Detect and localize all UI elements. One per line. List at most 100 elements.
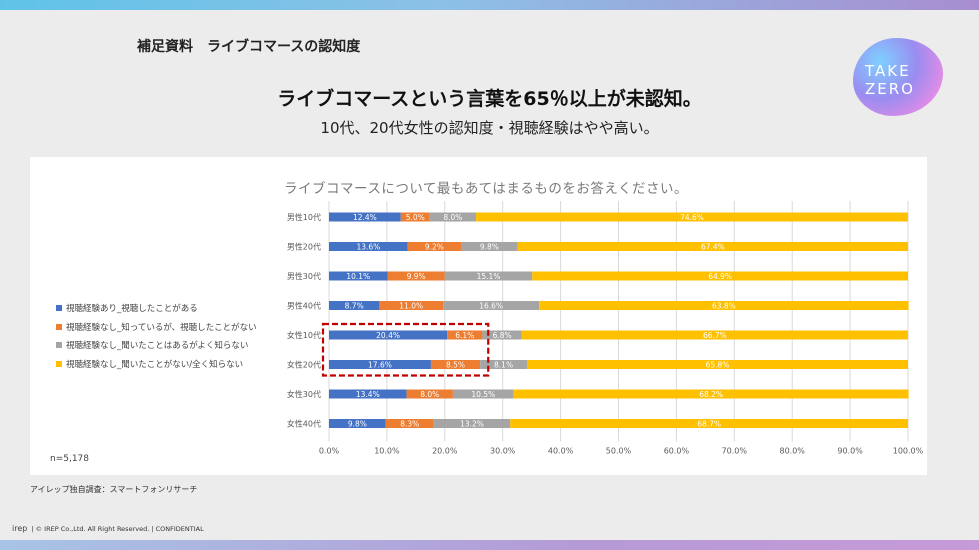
bar-segment (379, 301, 444, 310)
data-label: 12.4% (353, 213, 377, 222)
bar-segment (539, 301, 909, 310)
source-note: アイレップ独自調査：スマートフォンリサーチ (30, 485, 198, 494)
bar-segment (480, 360, 528, 369)
legend-item: 視聴経験あり_視聴したことがある (56, 299, 257, 318)
data-label: 9.8% (348, 420, 367, 429)
bar-segment (329, 242, 408, 251)
data-label: 67.4% (701, 243, 725, 252)
legend-label: 視聴経験なし_聞いたことがない/全く知らない (66, 359, 244, 370)
data-label: 13.2% (460, 420, 484, 429)
legend-item: 視聴経験なし_聞いたことがない/全く知らない (56, 355, 257, 374)
bar-segment (329, 301, 380, 310)
chart-legend: 視聴経験あり_視聴したことがある 視聴経験なし_知っているが、視聴したことがない… (56, 299, 257, 373)
x-tick-label: 40.0% (548, 447, 574, 456)
bar-segment (407, 242, 462, 251)
bar-segment (482, 330, 522, 340)
data-label: 15.1% (477, 272, 501, 281)
bar-segment (476, 212, 908, 222)
data-label: 8.0% (443, 213, 462, 222)
bar-segment (429, 212, 477, 222)
logo-blob (853, 38, 943, 116)
data-label: 63.8% (712, 302, 736, 311)
logo-line-2: ZERO (865, 80, 915, 98)
data-label: 9.9% (407, 272, 426, 281)
legend-item: 視聴経験なし_知っているが、視聴したことがない (56, 318, 257, 337)
bar-segment (461, 242, 518, 251)
category-label: 女性10代 (287, 330, 321, 340)
data-label: 8.7% (345, 302, 364, 311)
x-tick-label: 0.0% (319, 447, 340, 456)
data-label: 8.3% (400, 420, 419, 429)
data-label: 16.6% (479, 302, 503, 311)
data-label: 74.6% (680, 213, 704, 222)
data-label: 13.6% (356, 243, 380, 252)
legend-item: 視聴経験なし_聞いたことはあるがよく知らない (56, 336, 257, 355)
logo-line-1: TAKE (865, 62, 911, 80)
data-label: 65.8% (706, 361, 730, 370)
footer: irep | © IREP Co.,Ltd. All Right Reserve… (12, 524, 204, 533)
bar-segment (406, 389, 453, 399)
stacked-bar-chart: 0.0% 10.0% 20.0% 30.0% 40.0% 50.0% 60.0% 70.0% 8… (287, 201, 924, 456)
data-label: 13.4% (356, 390, 380, 399)
bar-segment (513, 389, 909, 399)
bar-segment (521, 330, 908, 340)
x-tick-label: 20.0% (432, 447, 458, 456)
data-label: 20.4% (376, 331, 400, 340)
x-tick-label: 90.0% (837, 447, 863, 456)
chart-card: ライブコマースについて最もあてはまるものをお答えください。 視聴経験あり_視聴し… (30, 157, 927, 475)
bottom-gradient-bar (0, 540, 979, 550)
top-gradient-bar (0, 0, 979, 10)
bar-segment (527, 360, 908, 369)
bar-segment (532, 271, 908, 281)
bar-segment (510, 419, 908, 428)
x-tick-label: 30.0% (490, 447, 516, 456)
bar-segment (329, 419, 386, 428)
data-label: 64.9% (708, 272, 732, 281)
bar-segment (387, 271, 445, 281)
category-label: 女性20代 (287, 360, 321, 370)
takezero-logo: TAKE ZERO (853, 38, 943, 116)
category-label: 男性40代 (287, 301, 321, 311)
data-label: 17.6% (368, 361, 392, 370)
legend-swatch (56, 342, 62, 349)
logo-text: TAKE ZERO (865, 62, 931, 98)
data-label: 66.7% (703, 331, 727, 340)
bar-segment (443, 301, 540, 310)
category-label: 男性20代 (287, 242, 321, 252)
x-tick-label: 80.0% (779, 447, 805, 456)
copyright-text: | © IREP Co.,Ltd. All Right Reserved. | … (31, 524, 204, 533)
legend-swatch (56, 360, 62, 367)
headline: ライブコマースという言葉を65％以上が未認知。 (277, 88, 702, 110)
bar-segment (447, 330, 483, 340)
data-label: 68.2% (699, 390, 723, 399)
irep-logo: irep (12, 524, 28, 533)
category-label: 女性40代 (287, 419, 321, 429)
x-tick-label: 100.0% (893, 447, 924, 456)
category-label: 男性10代 (287, 212, 321, 222)
bar-segment (517, 242, 908, 251)
data-label: 5.0% (406, 213, 425, 222)
highlight-box (321, 322, 490, 377)
x-tick-label: 60.0% (664, 447, 690, 456)
sample-size-note: n=5,178 (50, 454, 90, 464)
x-tick-label: 10.0% (374, 447, 400, 456)
category-label: 女性30代 (287, 389, 321, 399)
subheadline: 10代、20代女性の認知度・視聴経験はやや高い。 (320, 119, 659, 137)
bar-segment (430, 360, 481, 369)
bar-segment (329, 212, 401, 222)
data-label: 8.5% (446, 361, 465, 370)
data-label: 6.1% (455, 331, 474, 340)
bar-segment (385, 419, 434, 428)
bar-segment (400, 212, 430, 222)
bar-segment (433, 419, 511, 428)
bar-segment (452, 389, 514, 399)
legend-label: 視聴経験なし_聞いたことはあるがよく知らない (66, 341, 249, 352)
legend-label: 視聴経験あり_視聴したことがある (66, 304, 198, 315)
data-label: 68.7% (697, 420, 721, 429)
legend-swatch (56, 305, 62, 312)
x-tick-label: 70.0% (722, 447, 748, 456)
data-label: 8.1% (494, 361, 513, 370)
data-label: 9.2% (425, 243, 444, 252)
data-label: 11.0% (399, 302, 423, 311)
category-label: 男性30代 (287, 271, 321, 281)
